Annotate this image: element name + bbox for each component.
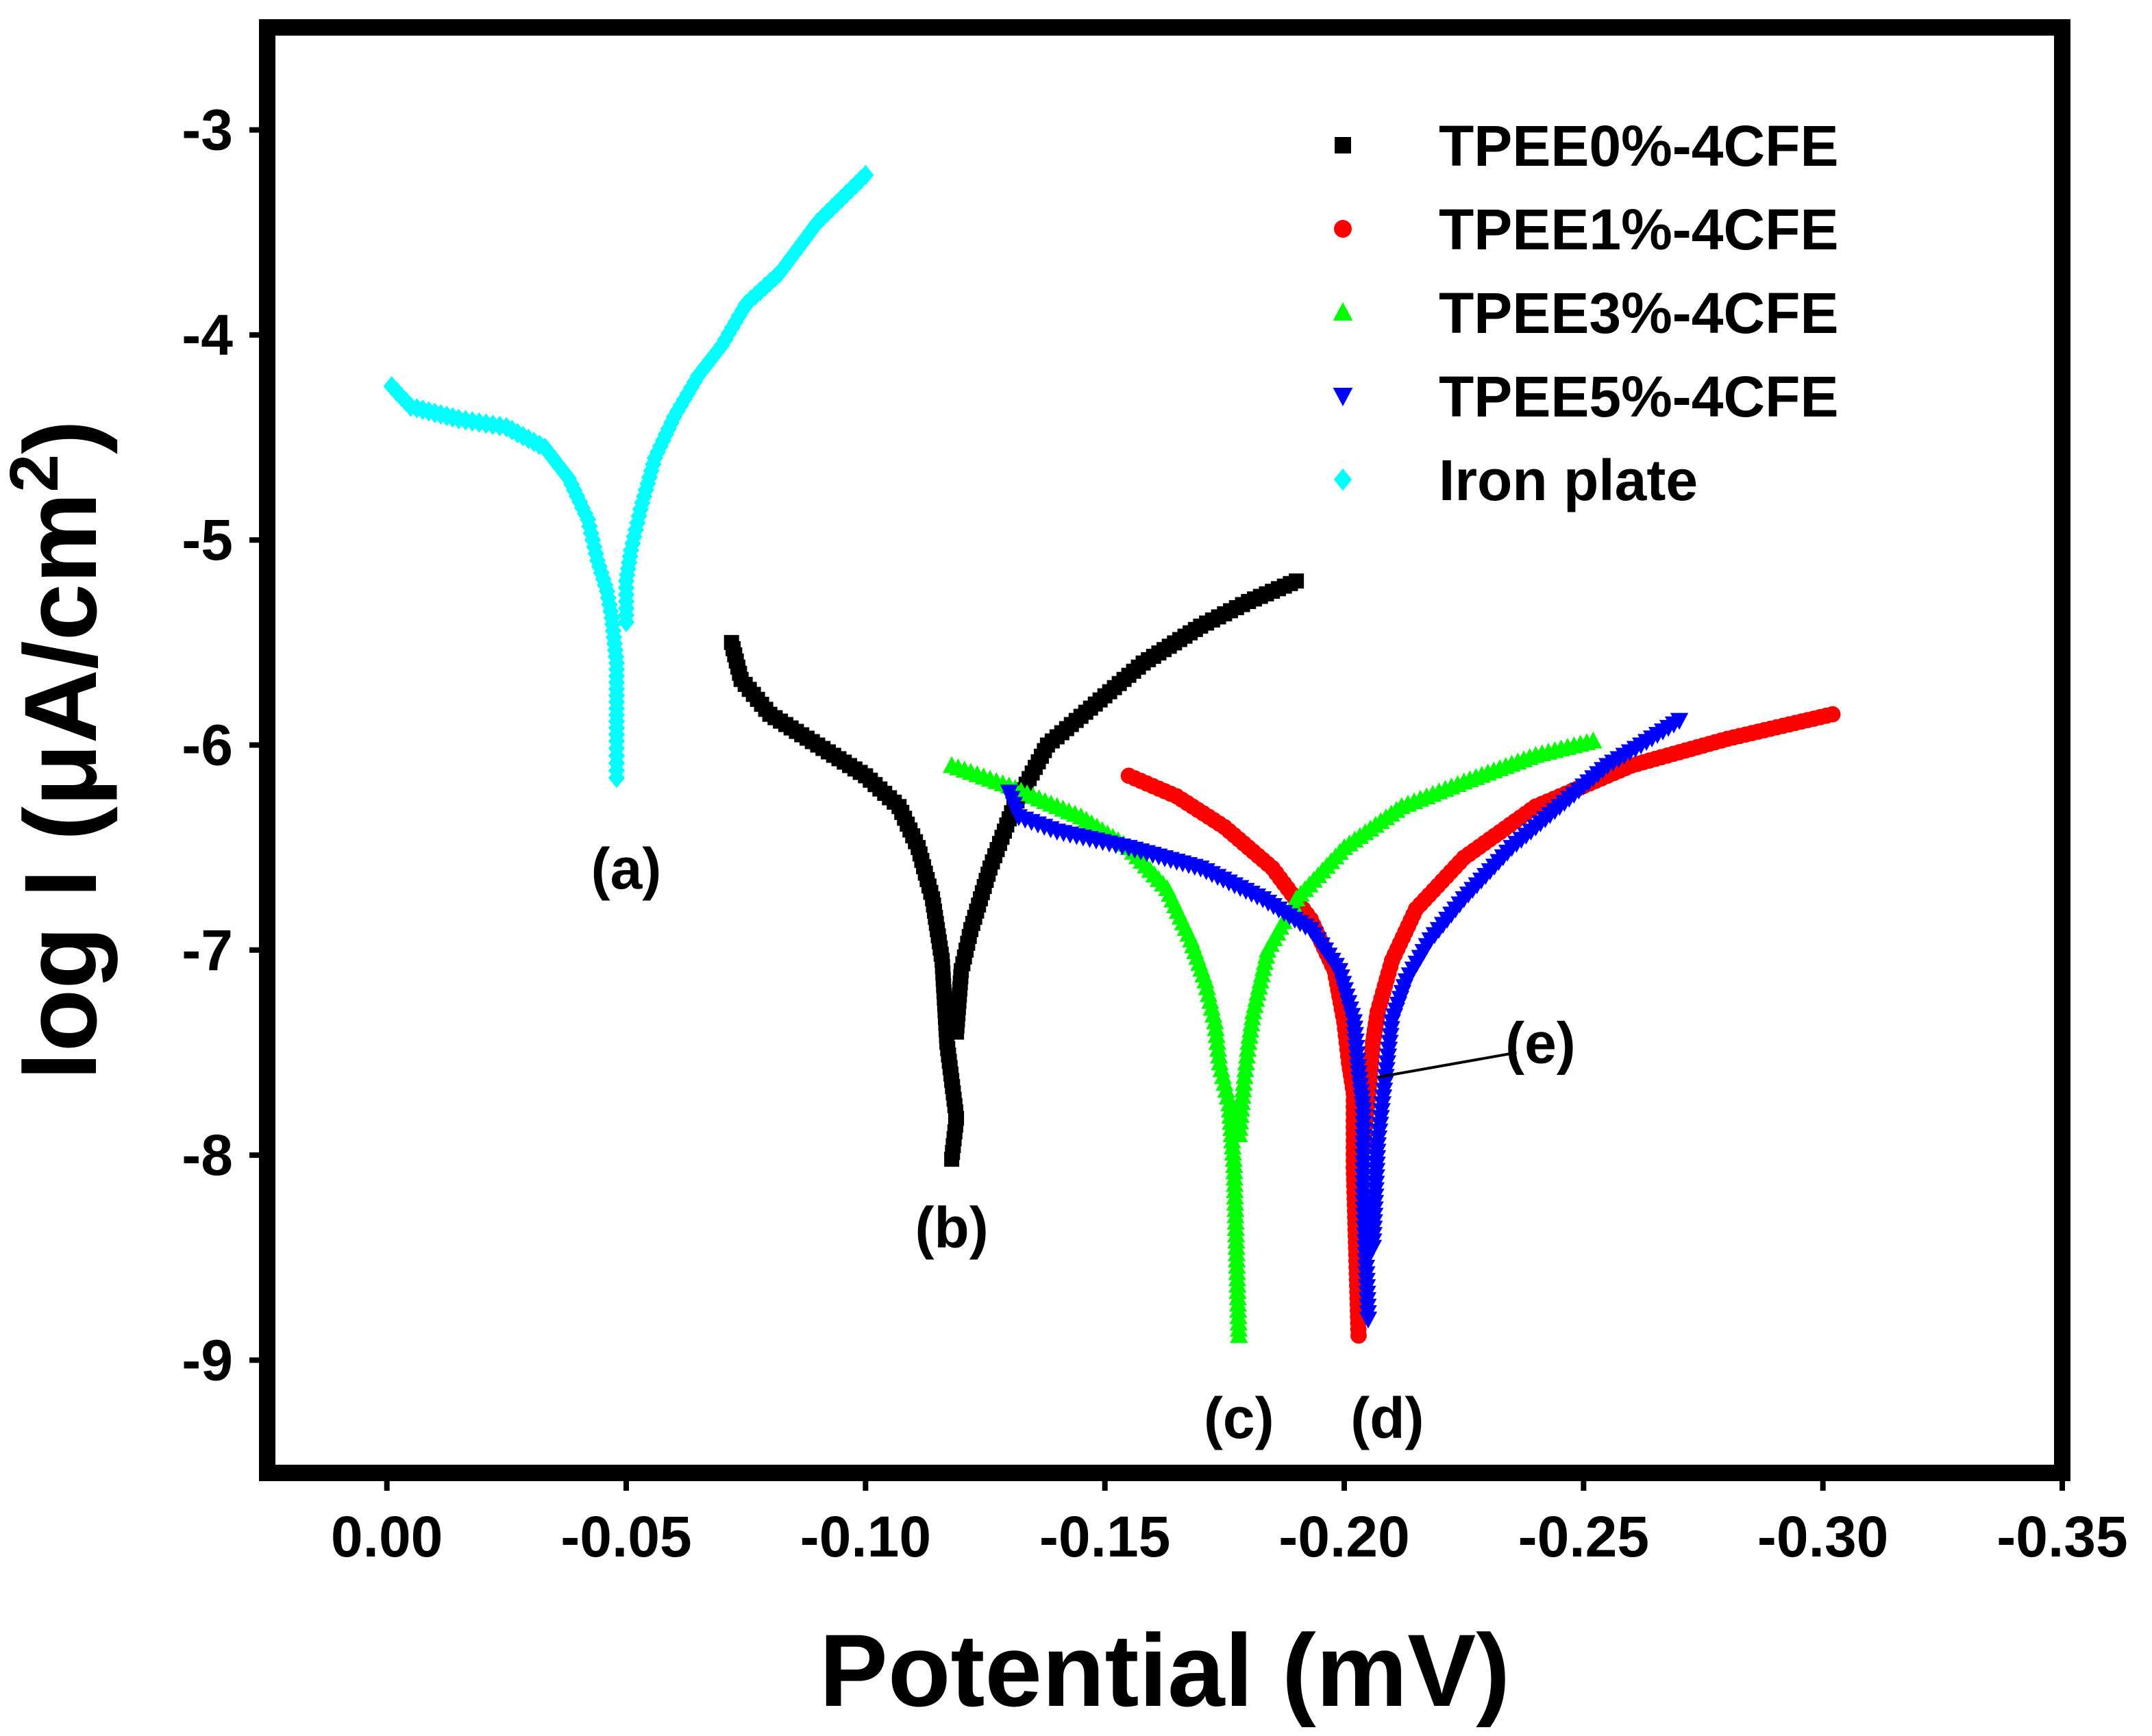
y-axis-title: log I (μA/cm2) bbox=[0, 420, 118, 1080]
y-tick-label: -3 bbox=[182, 98, 233, 162]
data-point bbox=[852, 169, 869, 190]
x-tick-label: -0.05 bbox=[560, 1504, 691, 1569]
y-tick-label: -6 bbox=[182, 713, 233, 778]
legend-item-tpee3pct-4cfe: TPEE3%-4CFE bbox=[1333, 281, 1839, 345]
data-point bbox=[1824, 706, 1841, 723]
data-point bbox=[819, 202, 836, 223]
x-tick-label: 0.00 bbox=[331, 1504, 443, 1569]
legend-label: TPEE3%-4CFE bbox=[1439, 281, 1839, 345]
annotation-label: (e) bbox=[1505, 1010, 1576, 1075]
legend-item-iron-plate: Iron plate bbox=[1333, 448, 1698, 512]
legend-label: Iron plate bbox=[1439, 448, 1698, 512]
y-tick-label: -5 bbox=[182, 508, 233, 572]
annotation-label: (d) bbox=[1350, 1386, 1424, 1450]
legend-marker bbox=[1334, 220, 1352, 238]
y-axis-title-sup: 2 bbox=[0, 454, 73, 493]
legend-marker bbox=[1333, 468, 1352, 491]
x-axis-title: Potential (mV) bbox=[819, 1613, 1510, 1728]
data-point bbox=[766, 267, 783, 288]
x-tick-label: -0.25 bbox=[1518, 1504, 1649, 1569]
legend-marker bbox=[1335, 137, 1351, 153]
data-point bbox=[756, 276, 774, 297]
data-point bbox=[857, 164, 874, 186]
x-tick-label: -0.30 bbox=[1757, 1504, 1888, 1569]
data-point bbox=[393, 386, 410, 407]
data-point bbox=[1584, 731, 1603, 749]
data-point bbox=[1230, 1326, 1248, 1343]
legend-item-tpee0pct-4cfe: TPEE0%-4CFE bbox=[1335, 114, 1839, 178]
data-point bbox=[742, 289, 759, 310]
data-point bbox=[828, 193, 845, 214]
legend-item-tpee5pct-4cfe: TPEE5%-4CFE bbox=[1333, 364, 1839, 429]
annotation-label: (c) bbox=[1204, 1386, 1274, 1450]
x-tick-label: -0.15 bbox=[1039, 1504, 1170, 1569]
y-tick-label: -4 bbox=[182, 303, 233, 367]
series-iron-plate bbox=[383, 164, 874, 789]
annotation-label: (a) bbox=[591, 836, 662, 901]
y-axis-title-close: ) bbox=[3, 420, 118, 454]
legend-item-tpee1pct-4cfe: TPEE1%-4CFE bbox=[1334, 197, 1839, 262]
callout-line-e bbox=[1377, 1051, 1517, 1079]
legend: TPEE0%-4CFE TPEE1%-4CFE TPEE3%-4CFE TPEE5%-… bbox=[1333, 114, 1839, 512]
data-point bbox=[1350, 1327, 1367, 1344]
x-tick-label: -0.20 bbox=[1278, 1504, 1409, 1569]
data-point bbox=[1670, 712, 1689, 730]
legend-label: TPEE0%-4CFE bbox=[1439, 114, 1839, 178]
series-layer bbox=[383, 164, 1841, 1344]
y-tick-label: -9 bbox=[182, 1328, 233, 1392]
x-tick-label: -0.35 bbox=[1996, 1504, 2127, 1569]
legend-marker bbox=[1333, 302, 1353, 321]
tick-layer: 0.00 -0.05 -0.10 -0.15 -0.20 -0.25 -0.30 -0.35 -… bbox=[182, 98, 2127, 1569]
legend-label: TPEE1%-4CFE bbox=[1439, 197, 1839, 262]
y-tick-label: -8 bbox=[182, 1123, 233, 1187]
legend-marker bbox=[1333, 388, 1353, 406]
annotation-layer: (a) (b) (c) (d) (e) bbox=[591, 836, 1576, 1450]
data-point bbox=[1359, 1311, 1378, 1329]
series-tpee5pct-4cfe bbox=[1000, 712, 1689, 1329]
annotation-label: (b) bbox=[915, 1195, 988, 1260]
data-point bbox=[1289, 573, 1304, 589]
x-tick-label: -0.10 bbox=[800, 1504, 931, 1569]
y-axis-title-main: log I (μA/cm bbox=[3, 493, 118, 1080]
data-point bbox=[383, 375, 400, 397]
plot-frame bbox=[259, 19, 2070, 1481]
series-tpee3pct-4cfe bbox=[942, 731, 1603, 1343]
y-tick-label: -7 bbox=[182, 918, 233, 982]
data-point bbox=[814, 207, 831, 228]
data-point bbox=[944, 1152, 960, 1167]
data-point bbox=[608, 767, 626, 789]
legend-label: TPEE5%-4CFE bbox=[1439, 364, 1839, 429]
series-tpee0pct-4cfe bbox=[723, 573, 1304, 1167]
